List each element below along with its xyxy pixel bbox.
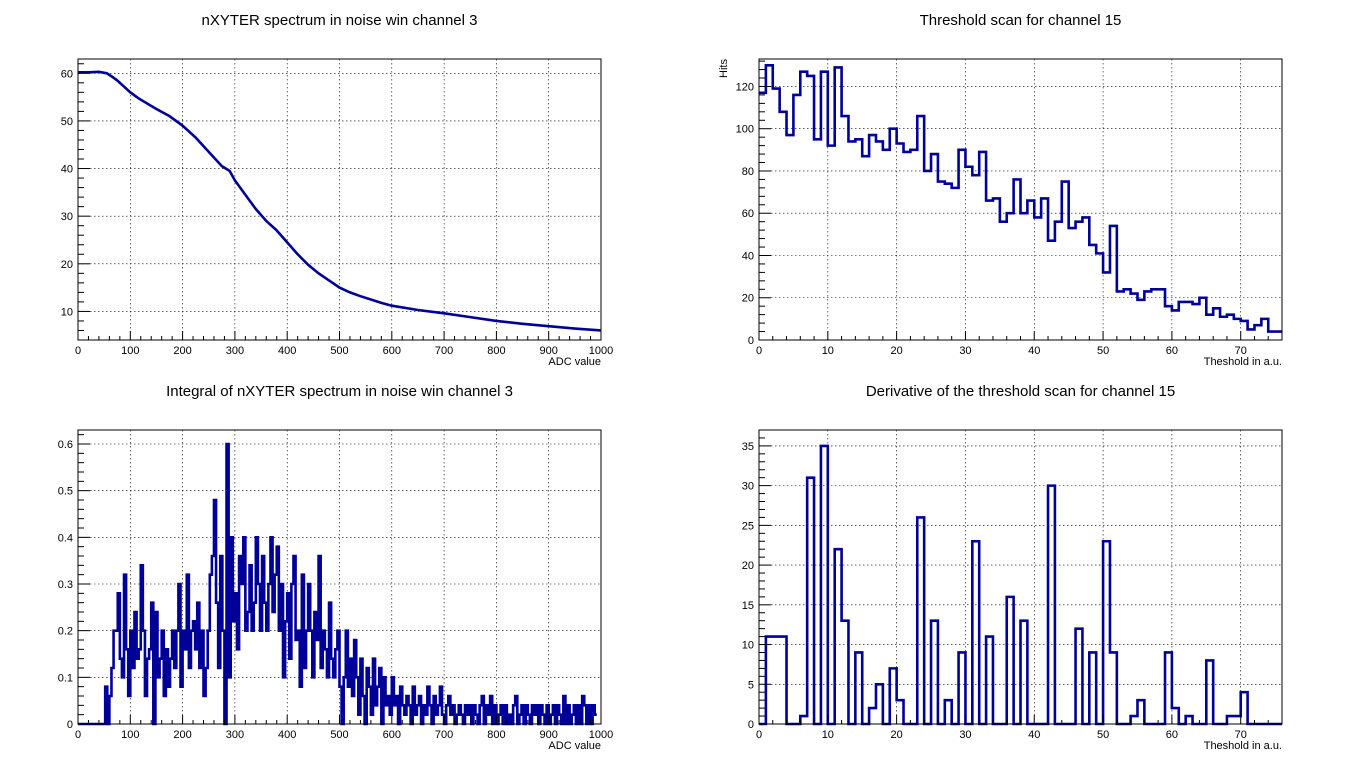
threshold-derivative-panel: 0 10 20 30 40 50 60 70 0 5 10 15 20 25 30 35 Derivative … xyxy=(742,383,1283,752)
adc-spectrum-y-tick-label: 20 xyxy=(61,259,73,271)
threshold-derivative-x-axis-label: Theshold in a.u. xyxy=(1204,740,1282,752)
adc-spectrum-x-tick-label: 400 xyxy=(278,345,296,357)
adc-spectrum-x-tick-label: 500 xyxy=(330,345,348,357)
threshold-derivative-y-tick-label: 30 xyxy=(742,481,754,493)
threshold-derivative-y-tick-label: 20 xyxy=(742,560,754,572)
threshold-scan-y-tick-label: 40 xyxy=(742,250,754,262)
threshold-scan-x-tick-label: 20 xyxy=(891,345,903,357)
integral-spectrum-x-tick-label: 300 xyxy=(226,729,244,741)
integral-spectrum-y-tick-label: 0.5 xyxy=(58,486,73,498)
threshold-derivative-y-tick-label: 5 xyxy=(748,679,754,691)
integral-spectrum-y-tick-label: 0.1 xyxy=(58,672,73,684)
integral-spectrum-y-tick-label: 0.4 xyxy=(58,532,73,544)
threshold-scan-x-tick-label: 60 xyxy=(1166,345,1178,357)
adc-spectrum-x-tick-label: 200 xyxy=(173,345,191,357)
adc-spectrum-x-axis-label: ADC value xyxy=(548,356,601,368)
adc-spectrum-x-tick-label: 600 xyxy=(383,345,401,357)
integral-spectrum-x-axis-label: ADC value xyxy=(548,740,601,752)
threshold-scan-title: Threshold scan for channel 15 xyxy=(920,12,1122,29)
adc-spectrum-grid xyxy=(78,59,601,340)
adc-spectrum-y-tick-label: 50 xyxy=(61,116,73,128)
threshold-scan-x-axis-label: Theshold in a.u. xyxy=(1204,356,1282,368)
threshold-scan-x-tick-label: 70 xyxy=(1235,345,1247,357)
integral-spectrum-y-tick-label: 0.2 xyxy=(58,626,73,638)
threshold-scan-x-tick-label: 10 xyxy=(822,345,834,357)
adc-spectrum-y-tick-label: 10 xyxy=(61,306,73,318)
integral-spectrum-y-tick-label: 0.3 xyxy=(58,579,73,591)
integral-spectrum-x-tick-label: 600 xyxy=(383,729,401,741)
integral-spectrum-panel: 0 100 200 300 400 500 600 700 800 900 1000 0 0.1 0.2 0… xyxy=(58,383,614,752)
threshold-derivative-y-tick-label: 10 xyxy=(742,640,754,652)
threshold-scan-y-tick-label: 100 xyxy=(736,124,754,136)
adc-spectrum-x-tick-label: 100 xyxy=(121,345,139,357)
adc-spectrum-series-line xyxy=(78,70,602,332)
threshold-derivative-x-tick-label: 50 xyxy=(1097,729,1109,741)
threshold-derivative-x-tick-label: 20 xyxy=(891,729,903,741)
adc-spectrum-x-tick-label: 900 xyxy=(540,345,558,357)
adc-spectrum-y-tick-label: 60 xyxy=(61,68,73,80)
threshold-derivative-y-tick-label: 35 xyxy=(742,441,754,453)
threshold-derivative-y-tick-label: 0 xyxy=(748,719,754,731)
threshold-derivative-title: Derivative of the threshold scan for cha… xyxy=(866,383,1175,400)
adc-spectrum-x-tick-label: 700 xyxy=(435,345,453,357)
adc-spectrum-x-tick-label: 300 xyxy=(226,345,244,357)
threshold-derivative-x-tick-label: 0 xyxy=(756,729,762,741)
threshold-scan-y-tick-label: 80 xyxy=(742,166,754,178)
threshold-derivative-x-tick-label: 60 xyxy=(1166,729,1178,741)
threshold-scan-x-tick-label: 0 xyxy=(756,345,762,357)
integral-spectrum-x-tick-label: 700 xyxy=(435,729,453,741)
adc-spectrum-x-tick-label: 1000 xyxy=(589,345,613,357)
threshold-derivative-x-tick-label: 70 xyxy=(1235,729,1247,741)
adc-spectrum-y-tick-label: 40 xyxy=(61,164,73,176)
threshold-scan-series-line xyxy=(759,64,1282,333)
integral-spectrum-x-tick-label: 500 xyxy=(330,729,348,741)
integral-spectrum-y-tick-label: 0.6 xyxy=(58,439,73,451)
adc-spectrum-panel: 0 100 200 300 400 500 600 700 800 900 1000 10 20 30 40… xyxy=(61,12,613,368)
threshold-scan-panel: 0 10 20 30 40 50 60 70 0 20 40 60 80 100 120 Threshold … xyxy=(718,12,1283,368)
threshold-scan-y-tick-label: 120 xyxy=(736,81,754,93)
integral-spectrum-x-tick-label: 900 xyxy=(540,729,558,741)
threshold-derivative-series-line xyxy=(759,444,1282,726)
threshold-derivative-y-tick-label: 25 xyxy=(742,520,754,532)
integral-spectrum-y-tick-label: 0 xyxy=(67,719,73,731)
integral-spectrum-title: Integral of nXYTER spectrum in noise win… xyxy=(166,383,513,400)
threshold-scan-y-axis-label: Hits xyxy=(718,59,730,78)
threshold-derivative-x-tick-label: 30 xyxy=(959,729,971,741)
integral-spectrum-x-tick-label: 800 xyxy=(487,729,505,741)
threshold-derivative-y-tick-label: 15 xyxy=(742,600,754,612)
integral-spectrum-x-tick-label: 400 xyxy=(278,729,296,741)
threshold-scan-y-tick-label: 0 xyxy=(748,335,754,347)
threshold-scan-y-tick-label: 20 xyxy=(742,293,754,305)
threshold-scan-y-tick-label: 60 xyxy=(742,208,754,220)
integral-spectrum-x-tick-label: 1000 xyxy=(589,729,613,741)
threshold-scan-x-tick-label: 30 xyxy=(959,345,971,357)
threshold-scan-x-tick-label: 50 xyxy=(1097,345,1109,357)
threshold-scan-x-tick-label: 40 xyxy=(1028,345,1040,357)
adc-spectrum-x-tick-label: 800 xyxy=(487,345,505,357)
adc-spectrum-y-tick-label: 30 xyxy=(61,211,73,223)
threshold-derivative-x-tick-label: 40 xyxy=(1028,729,1040,741)
adc-spectrum-x-tick-label: 0 xyxy=(75,345,81,357)
integral-spectrum-x-tick-label: 200 xyxy=(173,729,191,741)
integral-spectrum-x-tick-label: 0 xyxy=(75,729,81,741)
integral-spectrum-x-tick-label: 100 xyxy=(121,729,139,741)
adc-spectrum-title: nXYTER spectrum in noise win channel 3 xyxy=(202,12,478,29)
threshold-derivative-x-tick-label: 10 xyxy=(822,729,834,741)
